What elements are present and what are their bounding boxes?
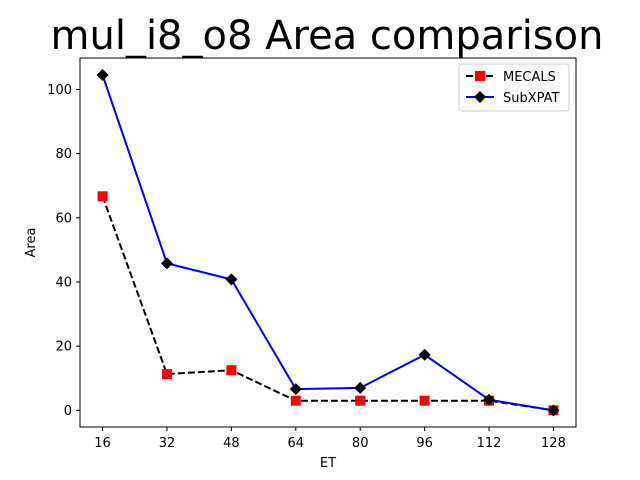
series-mecals: [97, 191, 559, 416]
y-tick-label: 40: [55, 275, 72, 290]
data-point-mecals: [161, 369, 172, 380]
data-point-subxpat: [483, 393, 496, 406]
y-tick-label: 100: [47, 83, 72, 98]
x-tick-label: 64: [288, 436, 305, 451]
legend-label: SubXPAT: [503, 91, 560, 106]
x-tick-label: 112: [477, 436, 502, 451]
legend-item-subxpat: SubXPAT: [466, 91, 560, 106]
y-tick-label: 60: [55, 211, 72, 226]
legend-items: MECALS SubXPAT: [466, 70, 560, 106]
x-tick-label: 48: [223, 436, 240, 451]
x-axis-ticks: 16 32 48 64 80 96 112 128: [94, 427, 566, 451]
data-point-subxpat: [418, 348, 431, 361]
legend-marker: [475, 71, 485, 81]
data-point-subxpat: [547, 404, 560, 417]
data-point-mecals: [290, 395, 301, 406]
data-point-subxpat: [96, 69, 109, 82]
x-tick-label: 96: [416, 436, 433, 451]
plot-area-frame: [79, 57, 577, 428]
y-axis-label: Area: [24, 228, 39, 258]
legend-item-mecals: MECALS: [466, 70, 556, 85]
x-tick-label: 128: [541, 436, 566, 451]
data-point-subxpat: [160, 257, 173, 270]
data-point-subxpat: [289, 383, 302, 396]
x-axis-label: ET: [320, 456, 336, 471]
x-tick-label: 16: [94, 436, 111, 451]
y-axis-ticks: 0 20 40 60 80 100: [47, 83, 80, 419]
data-point-subxpat: [354, 381, 367, 394]
x-tick-label: 32: [159, 436, 176, 451]
y-tick-label: 80: [55, 147, 72, 162]
legend-marker: [474, 91, 486, 103]
x-tick-label: 80: [352, 436, 369, 451]
data-point-subxpat: [225, 273, 238, 286]
chart-title: mul_i8_o8 Area comparison: [51, 13, 604, 59]
legend: MECALS SubXPAT: [458, 63, 570, 112]
series-layer: [96, 69, 560, 417]
series-line-subxpat: [101, 74, 554, 412]
series-subxpat: [96, 69, 560, 417]
data-point-mecals: [97, 191, 108, 202]
y-tick-label: 20: [55, 340, 72, 355]
data-point-mecals: [419, 395, 430, 406]
data-point-mecals: [226, 365, 237, 376]
data-point-mecals: [355, 395, 366, 406]
legend-label: MECALS: [503, 70, 556, 85]
y-tick-label: 0: [64, 404, 72, 419]
